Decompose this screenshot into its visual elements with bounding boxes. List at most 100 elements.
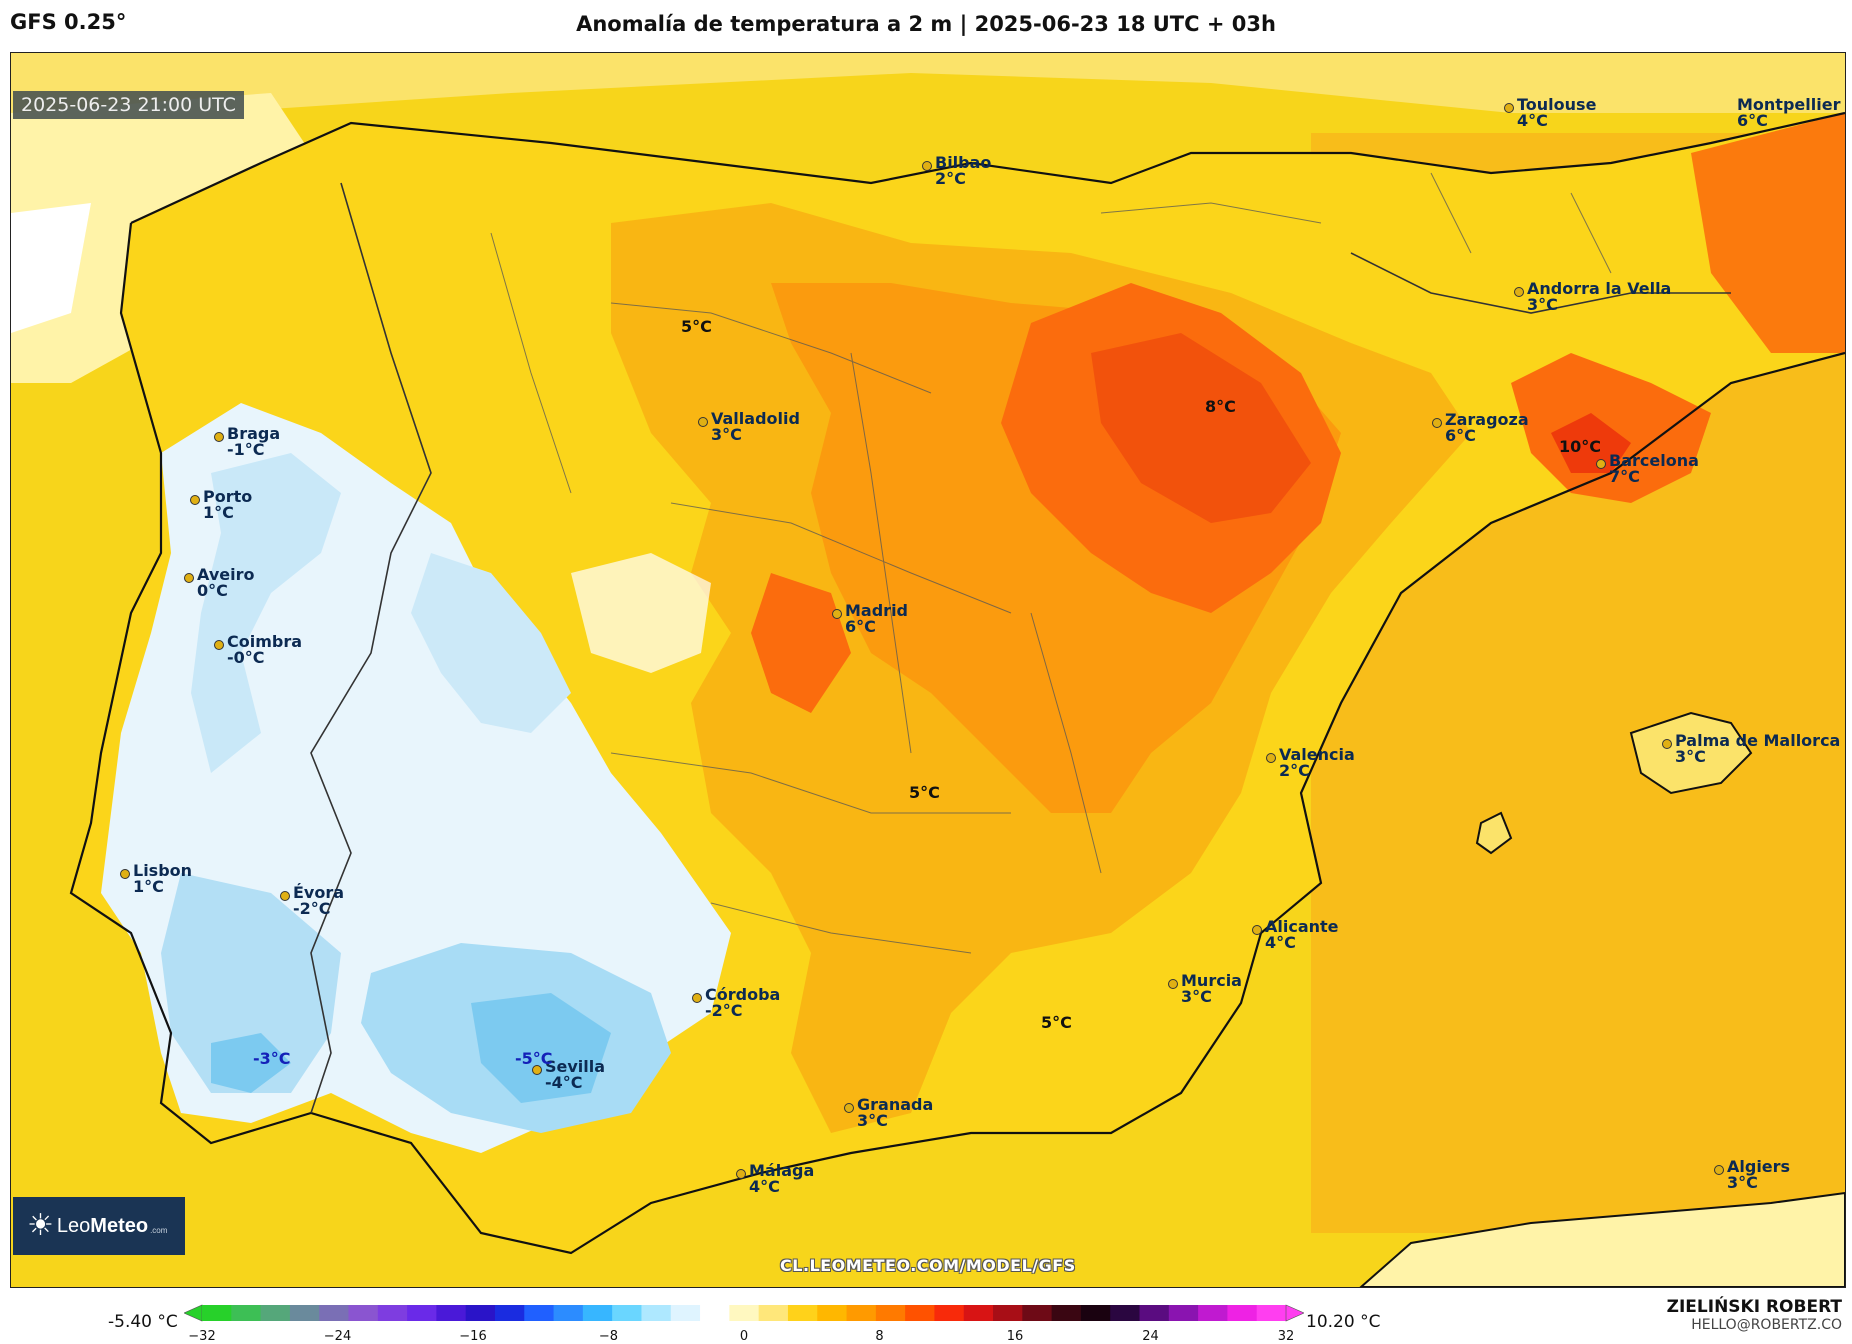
france-border: [1350, 252, 1731, 314]
city-dot: [1714, 1165, 1724, 1175]
city-value: 1°C: [133, 877, 164, 896]
cold-north-portugal: [191, 453, 341, 773]
colorbar-segment: [993, 1305, 1023, 1321]
colorbar-segment: [582, 1305, 613, 1321]
extreme-label: 8°C: [1205, 397, 1236, 416]
colorbar-segment: [407, 1305, 437, 1321]
author-email: HELLO@ROBERTZ.CO: [1691, 1317, 1842, 1333]
city-toulouse: Toulouse 4°C: [1504, 95, 1597, 130]
colorbar-max-label: 10.20 °C: [1306, 1312, 1381, 1332]
city-malaga: Málaga 4°C: [736, 1161, 815, 1195]
city-name: Barcelona: [1609, 451, 1699, 470]
city-name: Braga: [227, 424, 281, 443]
colorbar-segment: [1198, 1305, 1229, 1321]
extreme-label: 5°C: [909, 783, 940, 802]
extreme-label: 5°C: [681, 317, 712, 336]
colorbar-segment: [787, 1305, 818, 1321]
colorbar-segment: [1110, 1305, 1141, 1321]
city-name: Aveiro: [197, 565, 255, 584]
city-dot: [190, 495, 200, 505]
colorbar-tick-label: −32: [188, 1329, 216, 1344]
city-value: 6°C: [1737, 111, 1768, 130]
city-name: Alicante: [1265, 917, 1339, 936]
city-name: Toulouse: [1517, 95, 1597, 114]
colorbar-segment: [289, 1305, 320, 1321]
city-name: Valladolid: [711, 409, 800, 428]
city-value: 1°C: [203, 503, 234, 522]
pale-interior: [571, 553, 711, 673]
france-region-borders: [1100, 172, 1612, 274]
city-name: Lisbon: [133, 861, 193, 880]
city-name: Córdoba: [705, 985, 781, 1004]
colorbar-segment: [377, 1305, 408, 1321]
city-dot: [120, 869, 130, 879]
colorbar-segment: [494, 1305, 525, 1321]
colorbar-segment: [524, 1305, 555, 1321]
colorbar-segment: [1051, 1305, 1082, 1321]
city-value: -2°C: [705, 1001, 743, 1020]
colorbar-segment: [465, 1305, 496, 1321]
extreme-label: -3°C: [253, 1049, 291, 1068]
city-dot: [922, 161, 932, 171]
cold-sevilla-core: [471, 993, 611, 1103]
city-value: 2°C: [1279, 761, 1310, 780]
city-value: -2°C: [293, 899, 331, 918]
city-name: Zaragoza: [1445, 410, 1529, 429]
city-dot: [1266, 753, 1276, 763]
city-value: 4°C: [1517, 111, 1548, 130]
city-value: 3°C: [1727, 1173, 1758, 1192]
city-dot: [532, 1065, 542, 1075]
author-name: ZIELIŃSKI ROBERT: [1666, 1297, 1842, 1317]
city-name: Madrid: [845, 601, 908, 620]
colorbar-min-label: -5.40 °C: [108, 1312, 178, 1332]
city-value: 3°C: [857, 1111, 888, 1130]
colorbar-segment: [670, 1305, 701, 1321]
cold-alentejo: [161, 873, 341, 1093]
sun-icon: ☀: [27, 1208, 54, 1243]
city-value: 6°C: [845, 617, 876, 636]
leometeo-logo[interactable]: ☀ LeoMeteo .com: [13, 1197, 185, 1255]
region-borders: [490, 232, 1102, 954]
map-title: Anomalía de temperatura a 2 m | 2025-06-…: [576, 12, 1276, 36]
author-credit: ZIELIŃSKI ROBERT HELLO@ROBERTZ.CO: [1667, 1297, 1842, 1333]
city-dot: [1168, 979, 1178, 989]
city-andorra: Andorra la Vella 3°C: [1514, 279, 1672, 313]
colorbar-segment: [875, 1305, 906, 1321]
extreme-label: 5°C: [1041, 1013, 1072, 1032]
cold-algarve-core: [211, 1033, 291, 1093]
city-value: 3°C: [711, 425, 742, 444]
city-braga: Braga -1°C: [214, 424, 281, 458]
colorbar-segment: [202, 1305, 232, 1321]
city-name: Montpellier: [1737, 95, 1841, 114]
city-name: Andorra la Vella: [1527, 279, 1672, 298]
city-alicante: Alicante 4°C: [1252, 917, 1339, 951]
city-name: Bilbao: [935, 153, 992, 172]
mallorca-island: [1629, 711, 1753, 795]
cold-extremadura: [411, 553, 571, 733]
north-africa-coast: [1359, 1191, 1845, 1287]
city-dot: [1504, 103, 1514, 113]
colorbar-segment: [1256, 1305, 1287, 1321]
colorbar-segment: [1227, 1305, 1258, 1321]
colorbar-tick-label: 24: [1142, 1329, 1159, 1344]
colorbar-segment: [846, 1305, 877, 1321]
colorbar-segment: [729, 1305, 760, 1321]
city-dot: [1662, 739, 1672, 749]
city-name: Coimbra: [227, 632, 303, 651]
colorbar-segment: [1080, 1305, 1111, 1321]
map-canvas: [11, 53, 1845, 1287]
colorbar-extend-max: [1285, 1304, 1304, 1322]
city-algiers: Algiers 3°C: [1714, 1159, 1790, 1192]
city-dot: [1596, 459, 1606, 469]
colorbar-segment: [1022, 1305, 1053, 1321]
colorbar-segment: [700, 1305, 730, 1321]
colorbar-tick-label: 0: [739, 1329, 749, 1344]
city-dot: [1432, 418, 1442, 428]
city-name: Málaga: [749, 1161, 815, 1180]
city-madrid: Madrid 6°C: [832, 601, 908, 636]
city-name: Palma de Mallorca: [1675, 731, 1841, 750]
city-dot: [280, 891, 290, 901]
city-zaragoza: Zaragoza 6°C: [1432, 410, 1529, 444]
city-aveiro: Aveiro 0°C: [184, 565, 255, 599]
city-name: Sevilla: [545, 1057, 606, 1076]
